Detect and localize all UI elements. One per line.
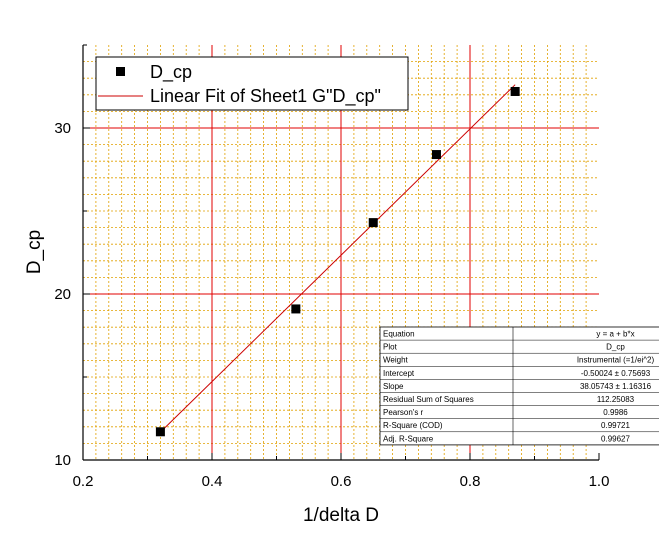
stats-row-value: 0.99627 — [601, 434, 630, 443]
data-point — [155, 427, 165, 437]
stats-row-value: Instrumental (=1/ei^2) — [577, 356, 655, 365]
x-tick-label: 0.8 — [460, 473, 481, 490]
x-tick-labels: 0.2 0.4 0.6 0.8 1.0 — [73, 473, 610, 490]
stats-row-label: Intercept — [383, 369, 415, 378]
legend-box — [95, 56, 409, 111]
stats-row-value: 38.05743 ± 1.16316 — [580, 382, 652, 391]
stats-row-label: Pearson's r — [383, 408, 424, 417]
stats-row-value: 0.9986 — [603, 408, 628, 417]
stats-row-label: Equation — [383, 330, 415, 339]
y-tick-label: 20 — [54, 286, 71, 303]
x-axis-title: 1/delta D — [303, 505, 379, 526]
legend-label-fit: Linear Fit of Sheet1 G"D_cp" — [150, 86, 381, 107]
legend-marker-icon — [116, 67, 125, 76]
x-tick-label: 0.2 — [73, 473, 94, 490]
fit-stats-table: Equation y = a + b*x Plot D_cp Weight Instrum… — [379, 326, 659, 446]
y-axis-title: D_cp — [24, 230, 45, 274]
stats-row-value: 0.99721 — [601, 421, 630, 430]
stats-row-value: 112.25083 — [597, 395, 635, 404]
y-tick-label: 10 — [54, 452, 71, 469]
x-tick-label: 0.6 — [331, 473, 352, 490]
data-point — [510, 86, 520, 96]
y-tick-labels: 10 20 30 — [54, 120, 71, 469]
fit-line-group — [160, 84, 516, 433]
data-point — [431, 150, 441, 160]
stats-row-value: y = a + b*x — [596, 330, 634, 339]
x-tick-label: 1.0 — [589, 473, 610, 490]
fit-line — [160, 84, 516, 433]
data-points — [155, 86, 520, 437]
data-point — [368, 218, 378, 228]
stats-table-box — [379, 326, 659, 446]
x-tick-label: 0.4 — [202, 473, 223, 490]
stats-row-label: Residual Sum of Squares — [383, 395, 474, 404]
stats-row-label: Slope — [383, 382, 404, 391]
stats-row-label: Weight — [383, 356, 409, 365]
y-tick-label: 30 — [54, 120, 71, 137]
stats-row-label: R-Square (COD) — [383, 421, 443, 430]
stats-row-value: D_cp — [606, 343, 625, 352]
stats-row-label: Plot — [383, 343, 398, 352]
legend-label-series: D_cp — [150, 62, 192, 83]
data-point — [291, 304, 301, 314]
axes — [82, 44, 600, 461]
stats-row-label: Adj. R-Square — [383, 434, 434, 443]
stats-row-value: -0.50024 ± 0.75693 — [581, 369, 651, 378]
legend: D_cp Linear Fit of Sheet1 G"D_cp" — [95, 56, 409, 111]
